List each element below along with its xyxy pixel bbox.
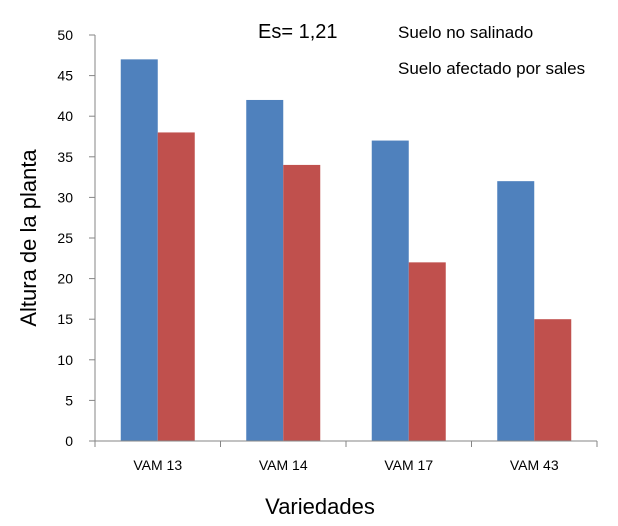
labels-layer: Es= 1,21 Suelo no salinado Suelo afectad… — [16, 21, 585, 519]
y-tick-label: 5 — [65, 392, 73, 408]
y-axis-title: Altura de la planta — [16, 149, 41, 327]
x-tick-label: VAM 13 — [133, 457, 182, 473]
legend-label-suelo-afectado: Suelo afectado por sales — [398, 59, 585, 78]
bar-suelo-no-salinado-vam-14 — [246, 99, 284, 442]
x-tick-label: VAM 17 — [384, 457, 433, 473]
bar-suelo-afectado-por-sales-vam-13 — [157, 132, 195, 441]
y-tick-label: 20 — [57, 271, 73, 287]
bar-suelo-afectado-por-sales-vam-43 — [534, 319, 572, 441]
y-tick-label: 0 — [65, 433, 73, 449]
y-tick-label: 10 — [57, 352, 73, 368]
x-tick-label: VAM 14 — [259, 457, 308, 473]
bar-suelo-afectado-por-sales-vam-14 — [283, 164, 321, 442]
y-tick-label: 25 — [57, 230, 73, 246]
bar-suelo-afectado-por-sales-vam-17 — [408, 262, 446, 441]
bars-layer — [120, 59, 572, 442]
y-tick-label: 40 — [57, 108, 73, 124]
bar-suelo-no-salinado-vam-13 — [120, 59, 158, 442]
axes-layer: 0 5 10 15 20 25 30 35 40 45 50 VAM 13 VAM 14 VAM 17 VA… — [57, 27, 598, 473]
annotation-text: Es= 1,21 — [258, 21, 338, 43]
y-tick-label: 50 — [57, 27, 73, 43]
bar-suelo-no-salinado-vam-17 — [371, 140, 409, 441]
x-axis-title: Variedades — [265, 494, 375, 519]
y-tick-label: 35 — [57, 149, 73, 165]
legend-label-suelo-no-salinado: Suelo no salinado — [398, 23, 533, 42]
y-tick-label: 45 — [57, 68, 73, 84]
y-tick-label: 15 — [57, 311, 73, 327]
bar-suelo-no-salinado-vam-43 — [497, 181, 535, 441]
y-tick-label: 30 — [57, 189, 73, 205]
x-tick-label: VAM 43 — [510, 457, 559, 473]
